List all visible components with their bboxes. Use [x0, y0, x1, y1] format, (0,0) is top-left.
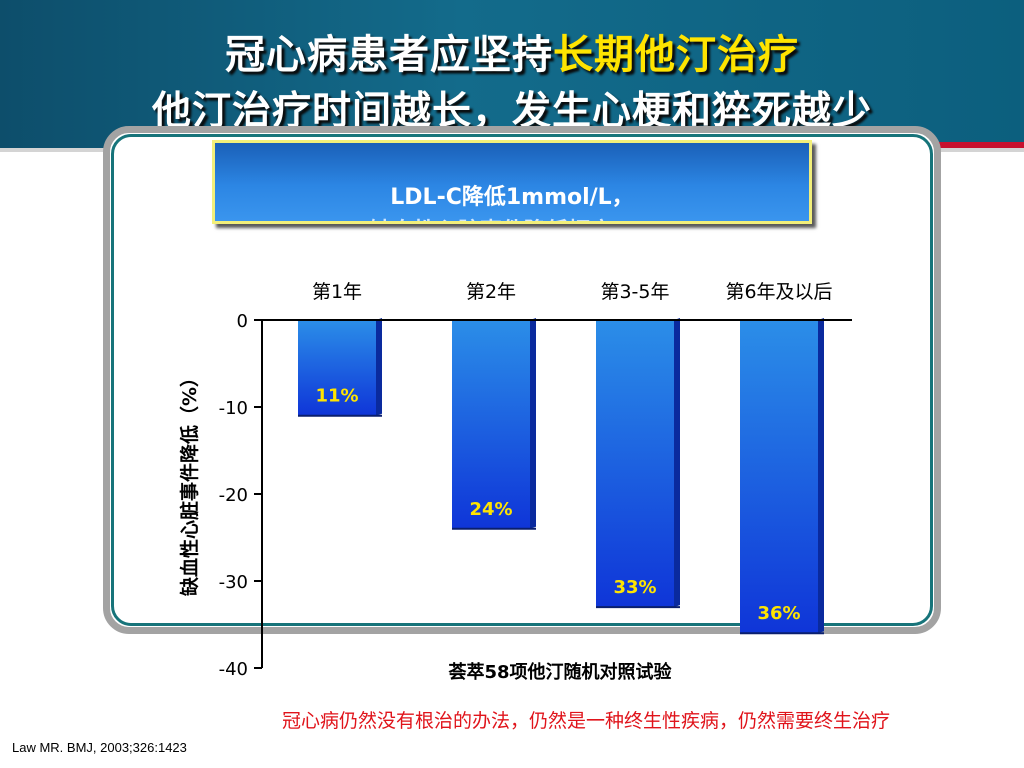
category-label: 第2年 [466, 281, 516, 303]
citation: Law MR. BMJ, 2003;326:1423 [12, 740, 187, 755]
ldl-callout-line-2: 缺血性心脏事件降低幅度(%) [215, 213, 809, 221]
y-tick-label: 0 [237, 311, 248, 332]
title-banner [0, 0, 1024, 150]
bar-side [674, 318, 680, 608]
bar [452, 320, 530, 529]
y-tick-label: -30 [219, 572, 248, 593]
bar-side [376, 318, 382, 416]
slide-title-line-1: 冠心病患者应坚持长期他汀治疗 [0, 22, 1024, 80]
banner-red-stripe [884, 142, 1024, 148]
bar-data-label: 33% [613, 577, 656, 598]
bar [740, 320, 818, 634]
bar-side [530, 318, 536, 529]
bar [298, 320, 376, 416]
ldl-callout-box: LDL-C降低1mmol/L， 缺血性心脏事件降低幅度(%) [212, 140, 812, 224]
category-label: 第6年及以后 [725, 281, 832, 303]
title-highlight: 长期他汀治疗 [553, 32, 799, 78]
y-axis-title: 缺血性心脏事件降低（%） [178, 368, 201, 596]
y-tick-label: -40 [219, 659, 248, 680]
category-label: 第3-5年 [600, 281, 669, 303]
bar [596, 320, 674, 608]
chart-panel-inner-border [111, 134, 933, 626]
title-prefix: 冠心病患者应坚持 [225, 32, 553, 78]
bar-data-label: 11% [315, 386, 358, 407]
y-tick-label: -20 [219, 485, 248, 506]
y-tick-label: -10 [219, 398, 248, 419]
bar-data-label: 36% [757, 603, 800, 624]
category-label: 第1年 [312, 281, 362, 303]
bar-side [818, 318, 824, 634]
ldl-callout-line-1: LDL-C降低1mmol/L， [390, 185, 634, 210]
bar-data-label: 24% [469, 499, 512, 520]
footer-note: 冠心病仍然没有根治的办法，仍然是一种终生性疾病，仍然需要终生治疗 [282, 710, 891, 732]
chart-subtitle: 荟萃58项他汀随机对照试验 [448, 662, 672, 683]
